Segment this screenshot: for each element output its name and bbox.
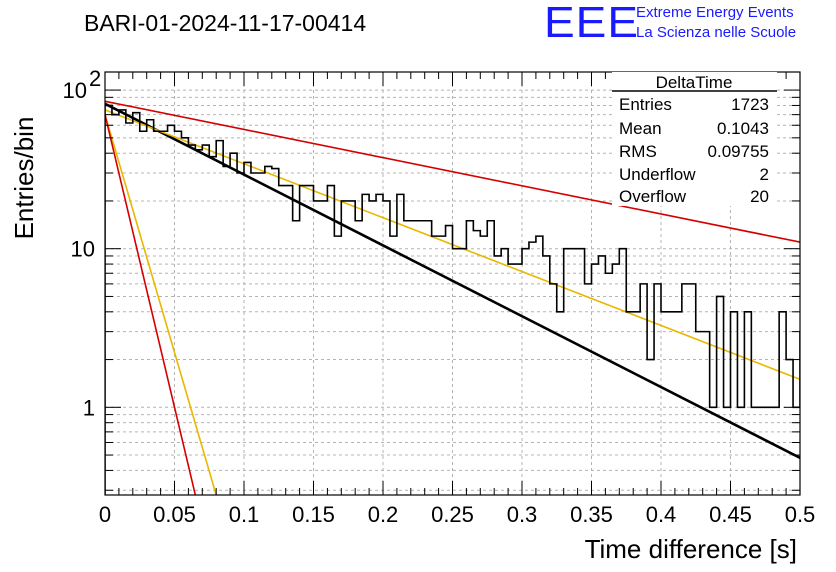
x-tick-label: 0.45	[709, 502, 752, 527]
x-tick-label: 0.35	[570, 502, 613, 527]
axes: 0 0.05 0.1 0.15 0.2 0.25 0.3 0.35 0.4 0.45 0.5 1 10 1…	[63, 66, 816, 527]
x-tick-label: 0	[99, 502, 111, 527]
stats-underflow-value: 2	[760, 165, 769, 184]
stats-overflow-label: Overflow	[619, 187, 687, 206]
x-tick-label: 0.25	[431, 502, 474, 527]
fit-line	[105, 114, 197, 495]
plot-frame	[104, 71, 801, 496]
stats-entries-value: 1723	[731, 95, 769, 114]
x-tick-label: 0.5	[785, 502, 816, 527]
logo-subtitle-line1: Extreme Energy Events	[636, 4, 794, 21]
axis-labels: Time difference [s] Entries/bin	[9, 117, 797, 564]
x-axis-title: Time difference [s]	[585, 534, 797, 564]
x-tick-label: 0.3	[507, 502, 538, 527]
fit-lines	[105, 100, 800, 495]
x-tick-label: 0.05	[153, 502, 196, 527]
x-tick-label: 0.1	[229, 502, 260, 527]
y-tick-label-exponent: 2	[89, 66, 101, 91]
fit-line	[105, 102, 800, 460]
y-tick-label: 10	[63, 78, 87, 103]
stats-box: DeltaTime Entries 1723 Mean 0.1043 RMS 0…	[612, 72, 777, 206]
y-tick-label: 10	[71, 237, 95, 262]
x-tick-label: 0.2	[368, 502, 399, 527]
stats-box-title: DeltaTime	[656, 73, 733, 92]
logo-subtitle-line2: La Scienza nelle Scuole	[636, 24, 797, 41]
fit-line	[105, 100, 800, 243]
grid-layer	[105, 72, 800, 495]
y-tick-label: 1	[83, 395, 95, 420]
eee-logo: EEE	[544, 0, 640, 47]
stats-entries-label: Entries	[619, 95, 672, 114]
stats-underflow-label: Underflow	[619, 165, 696, 184]
stats-rms-label: RMS	[619, 142, 657, 161]
x-tick-label: 0.15	[292, 502, 335, 527]
stats-mean-value: 0.1043	[717, 119, 769, 138]
x-tick-label: 0.4	[646, 502, 677, 527]
fit-line	[105, 114, 217, 495]
y-axis-title: Entries/bin	[9, 117, 39, 240]
histogram	[105, 104, 800, 495]
stats-box-background	[612, 72, 777, 206]
histogram-step-line	[105, 104, 800, 495]
stats-mean-label: Mean	[619, 119, 662, 138]
stats-rms-value: 0.09755	[708, 142, 769, 161]
chart-title: BARI-01-2024-11-17-00414	[84, 10, 367, 36]
stats-overflow-value: 20	[750, 187, 769, 206]
